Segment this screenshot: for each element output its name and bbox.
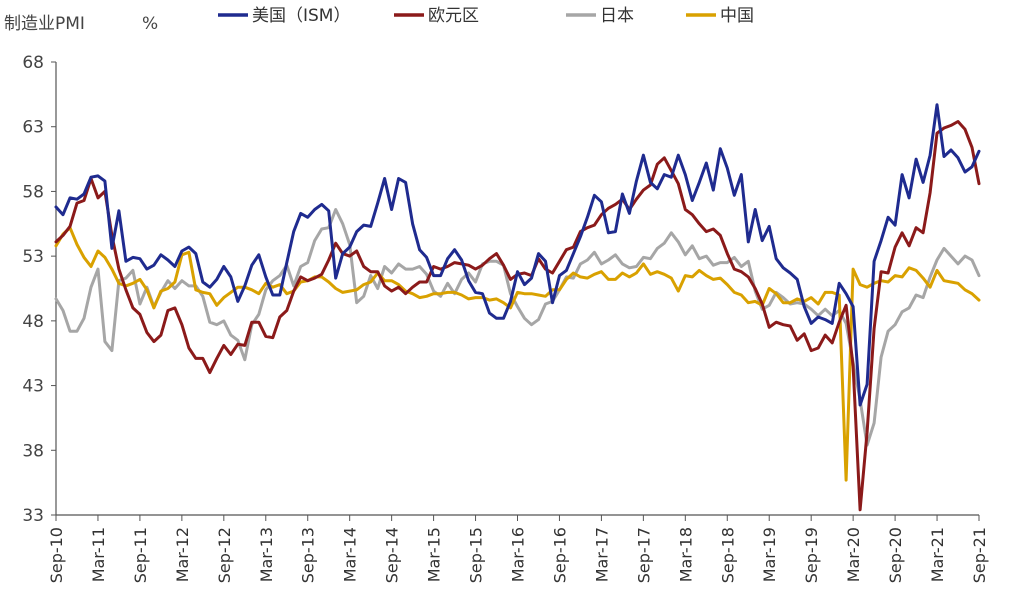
legend-label: 美国（ISM） [252,6,350,26]
x-tick-label: Mar-21 [928,527,947,582]
y-tick-label: 43 [22,377,44,397]
legend-label: 中国 [720,6,754,26]
x-tick-label: Sep-15 [467,527,486,583]
x-tick-label: Sep-14 [383,527,402,583]
y-tick-label: 33 [22,506,44,526]
x-tick-label: Sep-19 [802,527,821,583]
legend-label: 日本 [600,6,634,26]
legend-label: 欧元区 [428,6,479,26]
y-axis-label: 制造业PMI [4,14,85,34]
x-tick-label: Mar-11 [89,527,108,582]
x-tick-label: Sep-16 [550,527,569,583]
y-tick-label: 68 [22,53,44,73]
x-tick-label: Mar-13 [257,527,276,582]
series-line [54,226,981,482]
y-axis-unit: % [142,14,158,34]
x-tick-label: Mar-12 [173,527,192,582]
series-line [54,103,981,407]
x-tick-label: Mar-14 [341,527,360,582]
x-tick-label: Sep-13 [299,527,318,583]
x-axis: Sep-10 Mar-11 Sep-11 Mar-12 Sep-12 Mar-13 Sep-… [47,514,989,583]
x-tick-label: Mar-20 [844,527,863,582]
y-axis: 33 38 43 48 53 58 63 68 [22,53,57,526]
x-tick-label: Sep-10 [47,527,66,583]
x-tick-label: Mar-18 [676,527,695,582]
y-tick-label: 63 [22,118,44,138]
y-tick-label: 53 [22,247,44,267]
x-tick-label: Sep-12 [215,527,234,583]
series-line [54,120,981,512]
x-tick-label: Sep-21 [970,527,989,583]
series-line [54,208,981,447]
y-tick-label: 38 [22,441,44,461]
x-tick-label: Sep-20 [886,527,905,583]
x-tick-label: Mar-17 [592,527,611,582]
x-tick-label: Mar-16 [509,527,528,582]
x-tick-label: Sep-18 [718,527,737,583]
legend: 美国（ISM） 欧元区 日本 中国 [218,6,754,26]
y-tick-label: 58 [22,182,44,202]
y-tick-label: 48 [22,312,44,332]
x-tick-label: Mar-19 [760,527,779,582]
x-tick-label: Sep-17 [634,527,653,583]
x-tick-label: Mar-15 [425,527,444,582]
x-tick-label: Sep-11 [131,527,150,583]
plot-area [54,103,981,512]
